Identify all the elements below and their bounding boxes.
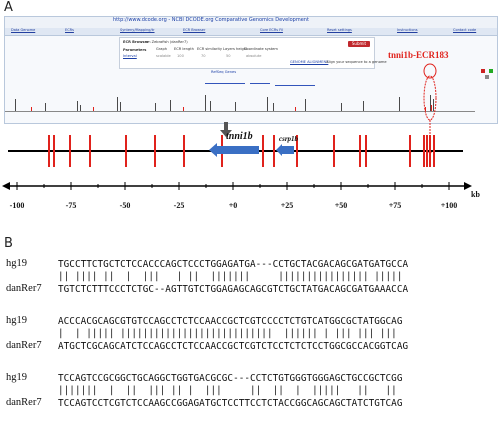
- csrp1b-gene-arrow: [276, 144, 294, 156]
- refseq-gene-marks: [205, 83, 315, 86]
- ecr-highlight-label: tnni1b-ECR183: [388, 50, 449, 60]
- sequence-row: ATGCTCGCAGCATCTCCAGCCTCTCCAACCGCTCGTCTCC…: [58, 341, 409, 352]
- browser-url-bar: http://www.dcode.org - NCBI DCODE.org Co…: [5, 17, 497, 28]
- alignment-block: hg19 TCCAGTCCGCGGCTGCAGGCTGGTGACGCGC---C…: [0, 372, 500, 422]
- conservation-peaks: [15, 95, 434, 111]
- nav-item[interactable]: Reset settings: [327, 28, 352, 32]
- match-row: ||||||| | || ||| || | ||| || || | ||||| …: [58, 385, 397, 396]
- scale-tick-label: -75: [65, 201, 77, 210]
- panel-a-letter: A: [4, 0, 13, 15]
- match-row: | | ||||| ||||||||||||||||||||||||||| ||…: [58, 328, 397, 339]
- sequence-row: TCCAGTCCTCGTCTCCAAGCCGGAGATGCTCCTTCCTCTA…: [58, 398, 403, 409]
- param-graph-value: scalable: [156, 54, 171, 58]
- scale-unit-label: kb: [471, 190, 480, 199]
- tnni1b-gene-label: tnni1b: [226, 131, 253, 142]
- alignment-block: hg19 TGCCTTCTGCTCTCCACCCAGCTCCCTGGAGATGA…: [0, 258, 500, 308]
- param-ecr-length[interactable]: ECR length: [174, 47, 194, 51]
- down-arrow-icon: [220, 122, 232, 137]
- ecr-browser-label: ECR Browser: [123, 40, 149, 44]
- nav-item[interactable]: ECR Browser: [183, 28, 206, 32]
- match-row: || |||| || | ||| | || ||||||| ||||||||||…: [58, 271, 403, 282]
- scale-tick-label: +0: [228, 201, 238, 210]
- browser-url[interactable]: http://www.dcode.org - NCBI DCODE.org Co…: [113, 17, 309, 23]
- species-name: hg19: [6, 372, 27, 383]
- species-label: on Zebrafish (danRer7): [146, 40, 188, 44]
- submit-button[interactable]: Submit: [348, 41, 370, 47]
- species-name: danRer7: [6, 397, 42, 408]
- alignment-block: hg19 ACCCACGCAGCGTGTCCAGCCTCTCCAACCGCTCG…: [0, 315, 500, 365]
- sequence-row: TGCCTTCTGCTCTCCACCCAGCTCCCTGGAGATGA---CC…: [58, 259, 409, 270]
- scale-tick-label: -50: [119, 201, 131, 210]
- ecr-browser-screenshot: http://www.dcode.org - NCBI DCODE.org Co…: [4, 16, 498, 124]
- nav-item[interactable]: Synteny/Mapping/tr: [120, 28, 155, 32]
- param-similarity-value: 70: [201, 54, 206, 58]
- species-name: danRer7: [6, 283, 42, 294]
- sequence-row: TGTCTCTTTCCCTCTGC--AGTTGTCTGGAGAGCAGCGTC…: [58, 284, 409, 295]
- param-ecr-similarity[interactable]: ECR similarity: [197, 47, 223, 51]
- genome-alignment-link[interactable]: GENOME ALIGNMENT: [290, 60, 329, 64]
- kb-scale-bar: [2, 182, 472, 190]
- param-layers-height[interactable]: Layers height: [223, 47, 248, 51]
- sequence-alignment: hg19 TGCCTTCTGCTCTCCACCCAGCTCCCTGGAGATGA…: [0, 258, 500, 422]
- nav-item[interactable]: Core ECRs Fil: [260, 28, 283, 32]
- conservation-track: [5, 83, 475, 112]
- align-hint: Align your sequence to a genome: [326, 60, 387, 64]
- interval-label: Interval: [123, 54, 137, 58]
- param-length-value: 100: [177, 54, 184, 58]
- scale-tick-label: -100: [9, 201, 25, 210]
- nav-item[interactable]: Contact code: [453, 28, 477, 32]
- browser-control-panel: ECR Browser on Zebrafish (danRer7) Param…: [119, 37, 387, 69]
- scale-tick-label: -25: [173, 201, 185, 210]
- scale-tick-label: +75: [388, 201, 402, 210]
- sequence-row: ACCCACGCAGCGTGTCCAGCCTCTCCAACCGCTCGTCCCC…: [58, 316, 403, 327]
- legend-swatches: [481, 69, 493, 79]
- species-name: danRer7: [6, 340, 42, 351]
- refseq-genes-label: RefSeq Genes: [211, 70, 237, 74]
- scale-tick-label: +50: [334, 201, 348, 210]
- nav-item[interactable]: ECRs: [65, 28, 74, 32]
- browser-nav: Data Genome ECRs Synteny/Mapping/tr ECR …: [5, 28, 497, 36]
- nav-item[interactable]: Data Genome: [11, 28, 36, 32]
- baseline: [5, 111, 475, 112]
- sequence-row: TCCAGTCCGCGGCTGCAGGCTGGTGACGCGC---CCTCTG…: [58, 373, 403, 384]
- param-coordinate-system[interactable]: Coordinate system: [244, 47, 278, 51]
- param-height-value: 50: [226, 54, 231, 58]
- kb-scale-labels: -100 -75 -50 -25 +0 +25 +50 +75 +100 kb: [0, 176, 500, 216]
- tnni1b-gene-arrow: [209, 143, 259, 157]
- param-coordinate-value: absolute: [246, 54, 262, 58]
- csrp1b-gene-label: csrp1b: [279, 135, 299, 143]
- param-graph[interactable]: Graph: [156, 47, 168, 51]
- red-ecr-marks: [31, 105, 432, 111]
- scale-tick-label: +100: [440, 201, 458, 210]
- scale-tick-label: +25: [280, 201, 294, 210]
- parameters-label: Parameters: [123, 48, 147, 52]
- species-name: hg19: [6, 258, 27, 269]
- nav-item[interactable]: Instructions: [397, 28, 418, 32]
- panel-b-letter: B: [4, 236, 13, 251]
- species-name: hg19: [6, 315, 27, 326]
